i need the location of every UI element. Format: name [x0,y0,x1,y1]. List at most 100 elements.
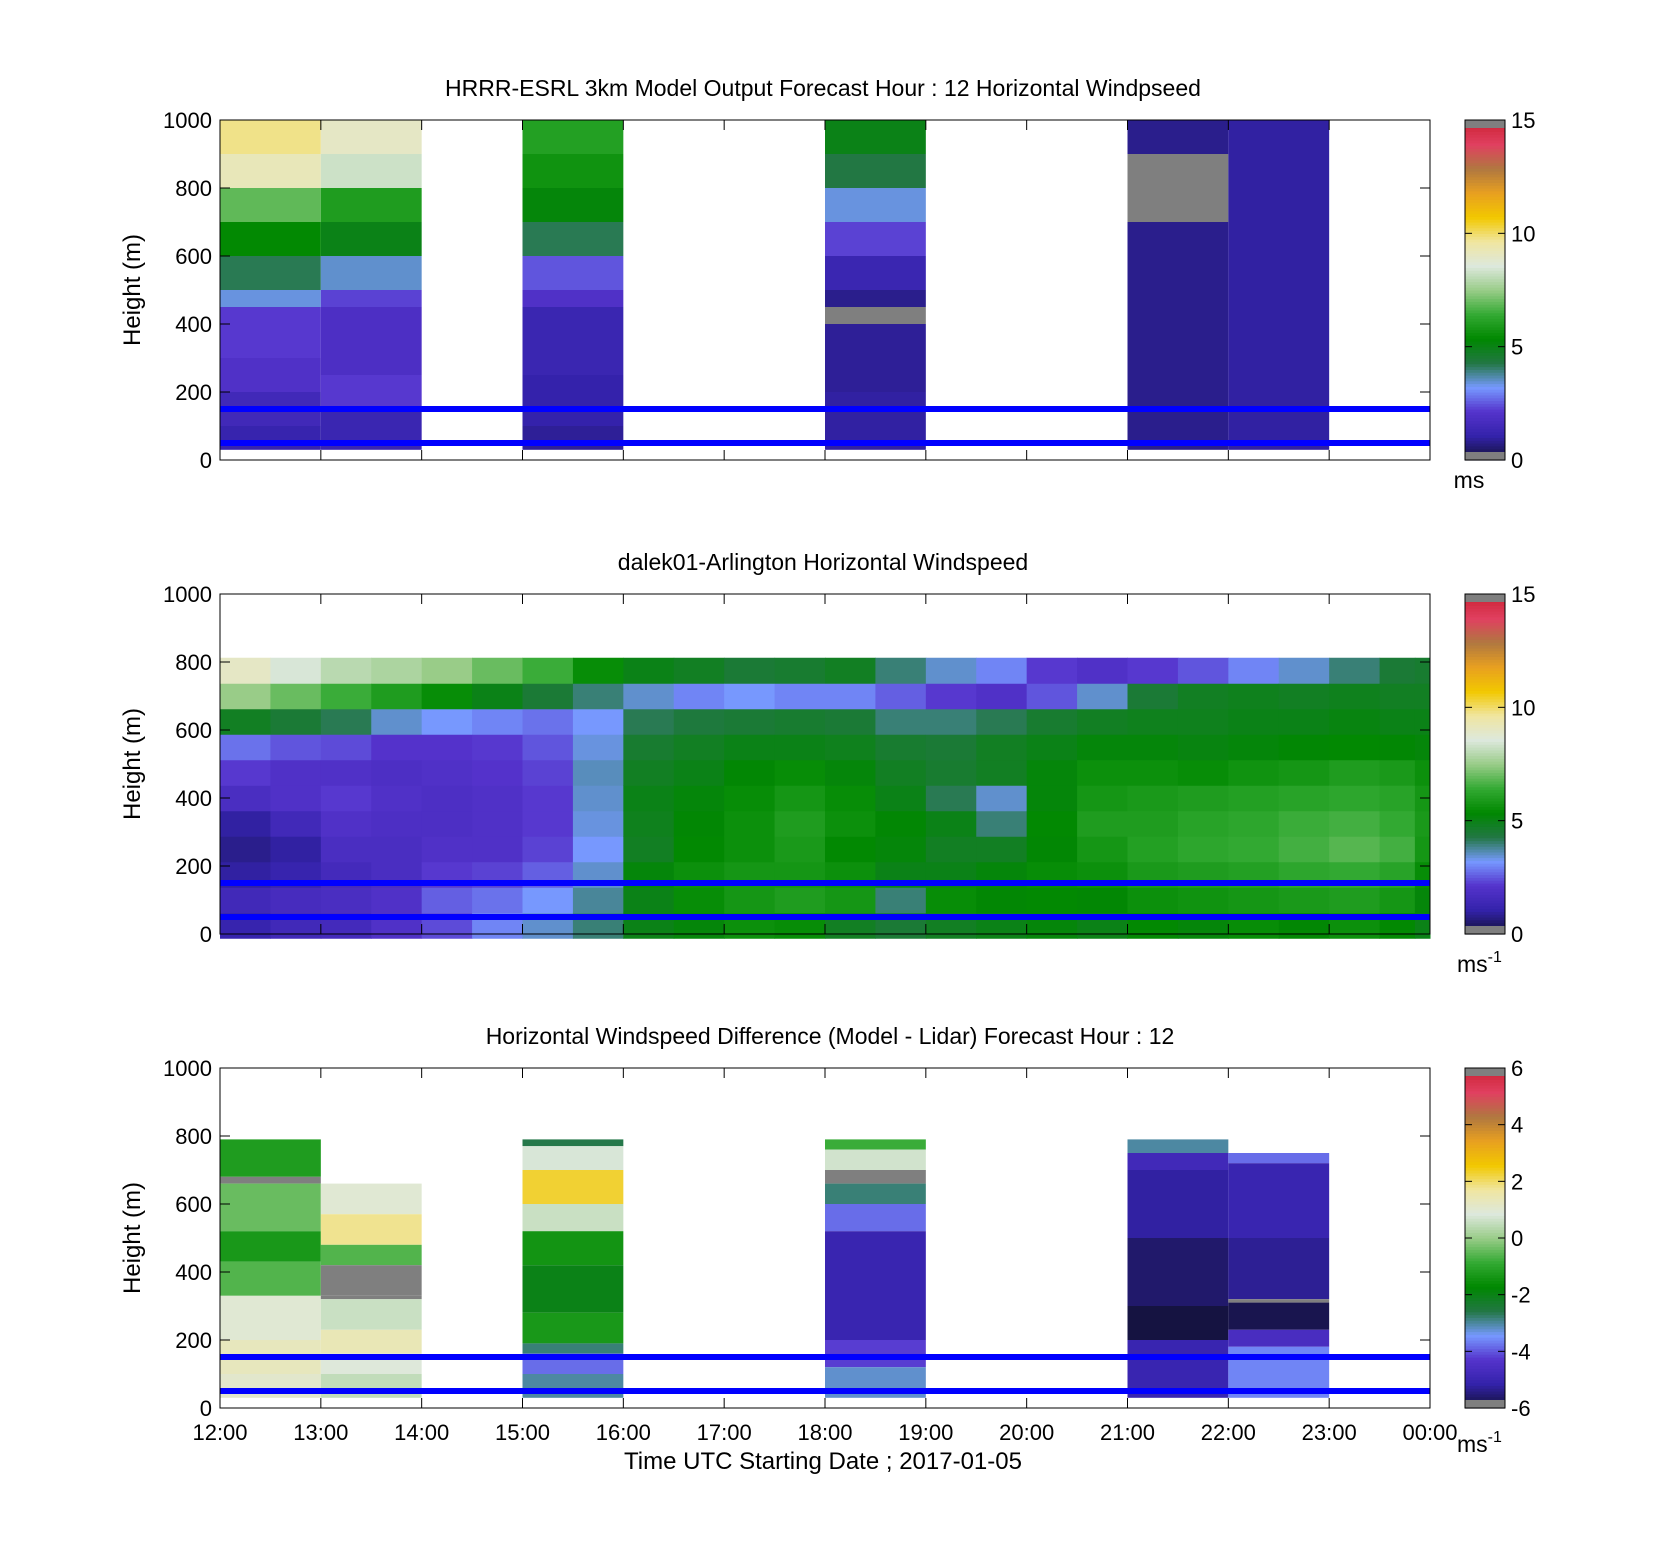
lidar-cell [522,759,574,786]
lidar-cell [1177,708,1229,735]
difference-colorbar-swatch [1465,1235,1505,1239]
lidar-cell [875,734,927,761]
lidar-colorbar-swatch [1465,741,1505,745]
model-cell [320,154,422,188]
lidar-colorbar-swatch [1465,803,1505,808]
model-cell [522,154,624,188]
lidar-colorbar-swatch [1465,857,1505,861]
lidar-colorbar-swatch [1465,698,1505,703]
lidar-cell [220,887,271,914]
lidar-colorbar-swatch [1465,619,1505,623]
lidar-cell [774,836,826,863]
lidar-cell [875,657,927,684]
difference-colorbar-unit: ms-1 [1457,1429,1502,1457]
difference-cell [1228,1163,1330,1238]
lidar-cell [572,683,624,710]
model-colorbar-swatch [1465,190,1505,195]
lidar-cell [1228,810,1280,837]
difference-missing-cell [320,1265,422,1296]
model-colorbar-tick-label: 15 [1511,108,1535,133]
lidar-colorbar-swatch [1465,902,1505,907]
difference-cell [825,1149,926,1170]
lidar-cell [623,836,675,863]
lidar-colorbar-swatch [1465,752,1505,757]
lidar-cell [1026,708,1078,735]
model-colorbar-swatch [1465,301,1505,305]
model-colorbar-swatch [1465,335,1505,339]
lidar-cell [1414,734,1431,761]
lidar-colorbar-swatch [1465,786,1505,791]
lidar-colorbar-swatch [1465,687,1505,691]
lidar-colorbar-swatch [1465,891,1505,895]
difference-colorbar-swatch [1465,1340,1505,1344]
lidar-colorbar-swatch [1465,662,1505,666]
model-colorbar-swatch [1465,307,1505,311]
x-tick-label: 12:00 [192,1420,247,1445]
lidar-colorbar-swatch [1465,701,1505,706]
lidar-cell [1127,734,1179,761]
lidar-cell [724,708,776,735]
lidar-cell [673,708,725,735]
model-ytick-label: 600 [175,244,212,269]
difference-colorbar-swatch [1465,1334,1505,1338]
lidar-cell [371,836,423,863]
difference-colorbar-swatch [1465,1218,1505,1222]
model-colorbar-swatch [1465,278,1505,283]
lidar-cell [925,887,977,914]
lidar-cell [220,708,271,735]
difference-colorbar-swatch [1465,1192,1505,1197]
model-colorbar-tick-label: 5 [1511,335,1523,360]
lidar-cell [1077,887,1128,914]
difference-missing-cell [220,1176,321,1184]
difference-colorbar-swatch [1465,1331,1505,1335]
lidar-cell [270,836,322,863]
lidar-cell [925,785,977,812]
difference-cell [1228,1153,1330,1164]
difference-colorbar-swatch [1465,1374,1505,1378]
difference-colorbar-swatch [1465,1294,1505,1299]
model-panel-title: HRRR-ESRL 3km Model Output Forecast Hour… [445,75,1201,101]
lidar-colorbar-swatch [1465,749,1505,754]
difference-colorbar-swatch [1465,1246,1505,1250]
lidar-cell [371,683,423,710]
lidar-cell [875,683,927,710]
model-colorbar-swatch [1465,213,1505,217]
lidar-cell [1329,836,1381,863]
lidar-colorbar-swatch [1465,611,1505,615]
lidar-cell [825,810,876,837]
difference-colorbar-swatch [1465,1104,1505,1109]
lidar-colorbar-swatch [1465,798,1505,802]
lidar-cell [1228,759,1280,786]
lidar-colorbar-swatch [1465,806,1505,810]
lidar-cell [270,887,322,914]
lidar-cell [976,887,1028,914]
model-colorbar-swatch [1465,131,1505,135]
difference-cell [320,1183,422,1215]
lidar-cell [825,708,876,735]
difference-colorbar-swatch [1465,1138,1505,1143]
difference-cell [220,1231,321,1262]
lidar-cell [1026,810,1078,837]
lidar-cell [421,887,473,914]
difference-colorbar-swatch [1465,1238,1505,1242]
lidar-colorbar-swatch [1465,628,1505,632]
difference-ytick-label: 200 [175,1328,212,1353]
model-colorbar: 0 5 10 15 [1464,108,1535,473]
difference-colorbar-swatch [1465,1365,1505,1369]
model-colorbar-swatch [1465,219,1505,223]
difference-colorbar-over [1465,1068,1505,1076]
lidar-cell [1379,708,1416,735]
lidar-cell [421,759,473,786]
lidar-cell [1379,887,1416,914]
lidar-ytick-label: 800 [175,650,212,675]
lidar-cell [421,708,473,735]
lidar-colorbar-swatch [1465,769,1505,774]
lidar-colorbar-swatch [1465,676,1505,680]
model-ytick-label: 800 [175,176,212,201]
lidar-colorbar-swatch [1465,630,1505,635]
model-colorbar-swatch [1465,233,1505,237]
lidar-panel: dalek01-Arlington Horizontal Windspeed H… [119,549,1535,977]
lidar-colorbar-swatch [1465,747,1505,751]
lidar-cell [875,708,927,735]
lidar-colorbar-swatch [1465,815,1505,819]
